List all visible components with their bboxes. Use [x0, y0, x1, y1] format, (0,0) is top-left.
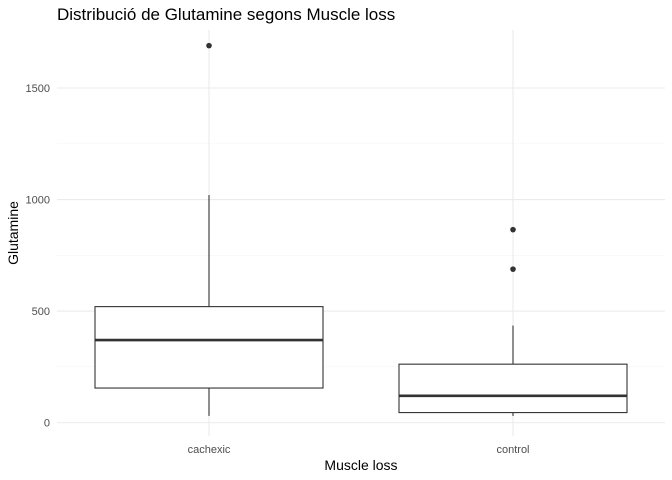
- outlier-point: [510, 226, 516, 233]
- y-tick-label: 0: [44, 418, 50, 430]
- y-axis-title: Glutamine: [5, 201, 21, 265]
- box-layer: [94, 42, 628, 416]
- y-tick-label: 500: [32, 306, 50, 318]
- iqr-box: [398, 363, 628, 414]
- y-tick-label: 1000: [26, 195, 50, 207]
- outlier-point: [510, 266, 516, 272]
- x-tick-label: control: [496, 444, 529, 456]
- x-axis-title: Muscle loss: [324, 457, 397, 473]
- tick-labels: 0 500 1000 1500 cachexic control: [26, 83, 530, 456]
- iqr-box: [94, 306, 324, 389]
- outlier-point: [206, 42, 212, 49]
- box-control: [398, 226, 628, 416]
- y-tick-label: 1500: [26, 83, 50, 95]
- box-cachexic: [94, 42, 324, 416]
- chart-title: Distribució de Glutamine segons Muscle l…: [57, 5, 395, 24]
- x-tick-label: cachexic: [188, 444, 231, 456]
